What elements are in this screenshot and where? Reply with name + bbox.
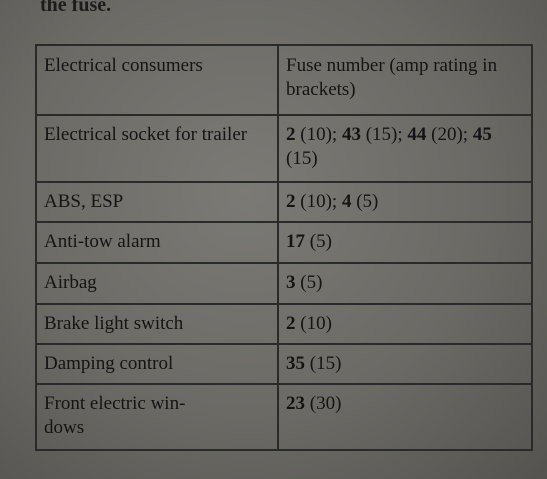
- fuse-cell: 2 (10); 4 (5): [277, 181, 533, 223]
- table-row: Electrical socket for trailer 2 (10); 43 …: [35, 114, 533, 183]
- fuse-number: 23: [286, 393, 305, 414]
- fuse-number: 35: [286, 353, 305, 374]
- table-row: Airbag 3 (5): [35, 262, 533, 305]
- table-header-row: Electrical consumers Fuse number (amp ra…: [35, 44, 533, 116]
- table-row: Front electric win-dows 23 (30): [35, 383, 533, 451]
- amp-rating: (5): [305, 231, 332, 252]
- header-electrical-consumers: Electrical consumers: [35, 44, 279, 116]
- consumer-cell: Front electric win-dows: [35, 383, 279, 451]
- consumer-cell: Electrical socket for trailer: [35, 114, 279, 183]
- amp-rating: (10);: [295, 191, 342, 212]
- consumer-cell: ABS, ESP: [35, 181, 279, 223]
- amp-rating: (10);: [295, 124, 342, 145]
- fuse-number: 2: [286, 124, 296, 145]
- consumer-cell: Anti-tow alarm: [35, 221, 279, 264]
- fuse-table: Electrical consumers Fuse number (amp ra…: [35, 44, 533, 451]
- fuse-number: 43: [341, 124, 361, 145]
- amp-rating: (10): [295, 313, 332, 334]
- consumer-cell: Brake light switch: [35, 303, 279, 345]
- fuse-cell: 17 (5): [277, 221, 533, 264]
- table-row: Damping control 35 (15): [35, 343, 533, 385]
- table-row: Brake light switch 2 (10): [35, 303, 533, 345]
- consumer-cell: Damping control: [35, 343, 279, 385]
- fuse-number: 4: [341, 191, 352, 212]
- fuse-number: 3: [286, 272, 296, 293]
- amp-rating: (20);: [426, 124, 473, 145]
- amp-rating: (15): [286, 148, 318, 169]
- caption-text: the fuse.: [40, 0, 112, 16]
- table-row: Anti-tow alarm 17 (5): [35, 221, 533, 264]
- table-row: ABS, ESP 2 (10); 4 (5): [35, 181, 533, 223]
- amp-rating: (5): [295, 272, 323, 293]
- fuse-cell: 35 (15): [277, 343, 533, 385]
- header-fuse-number: Fuse number (amp rating in brackets): [277, 44, 533, 116]
- fuse-number: 45: [472, 124, 492, 145]
- amp-rating: (5): [351, 191, 379, 212]
- fuse-number: 2: [286, 313, 296, 334]
- amp-rating: (15);: [360, 124, 408, 145]
- amp-rating: (15): [305, 353, 342, 374]
- fuse-cell: 3 (5): [277, 262, 533, 305]
- fuse-number: 2: [286, 191, 296, 212]
- fuse-number: 17: [286, 231, 305, 252]
- fuse-cell: 2 (10); 43 (15); 44 (20); 45 (15): [277, 114, 533, 183]
- fuse-cell: 2 (10): [277, 303, 533, 345]
- table-body: Electrical socket for trailer 2 (10); 43 …: [35, 114, 533, 451]
- fuse-cell: 23 (30): [277, 383, 533, 451]
- fuse-number: 44: [407, 124, 427, 145]
- consumer-cell: Airbag: [35, 262, 279, 305]
- amp-rating: (30): [305, 393, 342, 414]
